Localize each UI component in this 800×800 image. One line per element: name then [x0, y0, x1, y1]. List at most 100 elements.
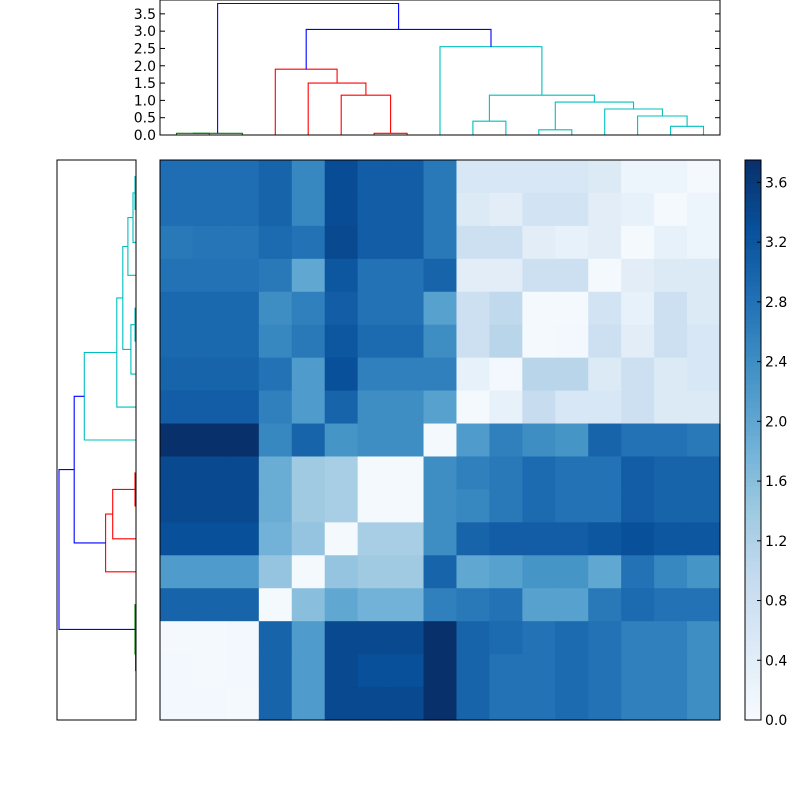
heatmap-cell: [225, 324, 260, 359]
colorbar-segment: [745, 491, 761, 497]
colorbar-segment: [745, 295, 761, 301]
heatmap-cell: [192, 621, 227, 655]
heatmap-cell: [588, 258, 622, 293]
colorbar-segment: [745, 622, 761, 628]
heatmap-cell: [423, 687, 458, 721]
heatmap-cell: [654, 522, 688, 556]
colorbar-segment: [745, 281, 761, 287]
colorbar-segment: [745, 444, 761, 450]
colorbar-tick-label: 0.0: [765, 713, 787, 729]
colorbar-segment: [745, 183, 761, 189]
colorbar-segment: [745, 435, 761, 441]
dendrogram-link: [127, 217, 136, 276]
heatmap-cell: [324, 324, 359, 359]
heatmap-cell: [555, 324, 589, 359]
colorbar-segment: [745, 594, 761, 600]
heatmap-cell: [489, 258, 523, 293]
top-dendrogram-frame: [159, 0, 721, 136]
heatmap-cell: [258, 621, 293, 655]
heatmap-cell: [489, 160, 523, 194]
colorbar-segment: [745, 272, 761, 278]
heatmap-cell: [291, 654, 326, 688]
heatmap-cell: [423, 258, 458, 293]
heatmap-cell: [489, 489, 523, 523]
heatmap-cell: [555, 357, 589, 392]
heatmap-cell: [324, 621, 359, 655]
heatmap-cell: [489, 522, 523, 556]
heatmap-cell: [522, 522, 556, 556]
heatmap-cell: [687, 522, 721, 556]
heatmap-cell: [225, 423, 260, 458]
heatmap-cell: [621, 291, 655, 326]
heatmap-cell: [588, 687, 622, 721]
heatmap-cell: [291, 522, 326, 556]
heatmap-cell: [654, 456, 688, 491]
colorbar-segment: [745, 486, 761, 492]
heatmap-cell: [390, 555, 425, 589]
heatmap-cell: [225, 390, 260, 425]
colorbar-segment: [745, 169, 761, 175]
heatmap-cell: [258, 390, 293, 425]
left-dendrogram: [56, 159, 137, 721]
heatmap-cell: [621, 192, 655, 227]
colorbar-segment: [745, 556, 761, 562]
colorbar-segment: [745, 701, 761, 707]
heatmap-cell: [258, 588, 293, 622]
heatmap-cell: [489, 423, 523, 458]
colorbar-segment: [745, 407, 761, 413]
heatmap-cell: [522, 390, 556, 425]
heatmap-cell: [687, 654, 721, 688]
heatmap-cell: [225, 225, 260, 260]
dendrogram-link: [637, 115, 688, 135]
heatmap-cell: [324, 654, 359, 688]
heatmap-cell: [192, 555, 227, 589]
colorbar-segment: [745, 300, 761, 306]
heatmap-cell: [357, 456, 392, 491]
heatmap-cell: [687, 588, 721, 622]
heatmap-cell: [291, 291, 326, 326]
heatmap-cell: [456, 423, 491, 458]
colorbar-segment: [745, 365, 761, 371]
heatmap-cell: [687, 423, 721, 458]
heatmap-cell: [555, 555, 589, 589]
heatmap-cell: [621, 324, 655, 359]
heatmap-cell: [390, 654, 425, 688]
heatmap-cell: [192, 687, 227, 721]
heatmap-cell: [588, 192, 622, 227]
heatmap-cell: [357, 258, 392, 293]
colorbar-segment: [745, 323, 761, 329]
heatmap-cell: [687, 324, 721, 359]
heatmap-cell: [522, 357, 556, 392]
colorbar-segment: [745, 388, 761, 394]
heatmap-cell: [654, 489, 688, 523]
heatmap-cell: [456, 225, 491, 260]
heatmap-cell: [258, 489, 293, 523]
colorbar-segment: [745, 696, 761, 702]
heatmap-cell: [555, 621, 589, 655]
heatmap-cell: [588, 225, 622, 260]
heatmap-cell: [357, 324, 392, 359]
heatmap-cell: [357, 687, 392, 721]
heatmap-cell: [291, 423, 326, 458]
top-dendrogram-ytick-label: 0.0: [134, 128, 156, 144]
heatmap-cell: [192, 192, 227, 227]
colorbar-segment: [745, 426, 761, 432]
heatmap-cell: [291, 390, 326, 425]
heatmap-cell: [654, 225, 688, 260]
heatmap-cell: [456, 555, 491, 589]
heatmap-cell: [160, 390, 194, 425]
heatmap-cell: [225, 160, 260, 194]
dendrogram-link: [217, 2, 400, 134]
dendrogram-link: [112, 488, 136, 540]
heatmap-cell: [357, 225, 392, 260]
heatmap-cell: [654, 357, 688, 392]
heatmap-cell: [456, 192, 491, 227]
heatmap-cell: [423, 357, 458, 392]
heatmap-cell: [687, 291, 721, 326]
heatmap-cell: [456, 654, 491, 688]
colorbar-tick-label: 2.4: [765, 355, 787, 371]
heatmap-cell: [687, 621, 721, 655]
colorbar-segment: [745, 253, 761, 259]
colorbar-segment: [745, 650, 761, 656]
